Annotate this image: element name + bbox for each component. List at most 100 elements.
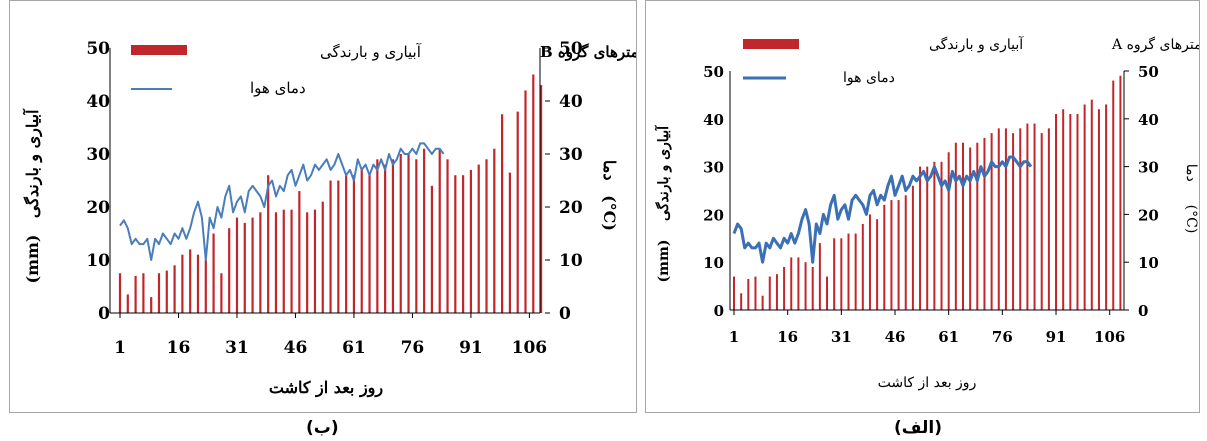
- y-tick-label-right: 50: [1138, 63, 1159, 81]
- bar: [337, 180, 340, 313]
- y-tick-label-left: 50: [86, 39, 110, 59]
- x-tick-label: 76: [401, 338, 425, 358]
- bar: [477, 164, 480, 313]
- bar: [790, 257, 793, 310]
- x-tick-label: 91: [459, 338, 483, 358]
- y-axis-label-right-text: دما: [600, 160, 619, 181]
- legend-bar-swatch: [131, 45, 187, 55]
- bar: [747, 278, 750, 310]
- bar: [251, 217, 254, 313]
- bar: [940, 161, 943, 310]
- y-tick-label-left: 10: [86, 251, 110, 271]
- bar: [438, 148, 441, 313]
- bar: [126, 294, 129, 313]
- bar: [1033, 123, 1036, 310]
- y-tick-label-left: 10: [703, 254, 724, 272]
- bar: [890, 200, 893, 310]
- bar: [1083, 104, 1086, 311]
- chart-title: لایسیمترهای گروه B: [540, 43, 636, 61]
- bar: [911, 185, 914, 310]
- bar: [933, 161, 936, 310]
- x-tick-label: 46: [885, 328, 906, 346]
- bar: [306, 212, 309, 313]
- x-tick-label: 16: [167, 338, 191, 358]
- bar: [384, 164, 387, 313]
- bar: [804, 262, 807, 310]
- y-tick-label-left: 30: [703, 159, 724, 177]
- bar: [118, 273, 122, 313]
- bar: [954, 142, 957, 310]
- bar: [976, 142, 979, 310]
- y-axis-label-right-unit: (°C): [1183, 205, 1199, 234]
- bar: [157, 273, 161, 313]
- bar: [1097, 109, 1100, 311]
- bar: [415, 159, 418, 313]
- bar: [516, 111, 519, 313]
- panel-caption-group-b: (ب): [306, 418, 339, 438]
- y-axis-label-left: آبیاری و بارندگی (mm): [21, 104, 43, 284]
- bar: [1019, 128, 1022, 310]
- bar: [212, 233, 215, 313]
- bar: [1069, 114, 1072, 311]
- temperature-line: [732, 155, 1033, 264]
- legend-line-label: دمای هوا: [843, 70, 895, 86]
- bar: [274, 212, 278, 313]
- y-tick-label-right: 0: [1138, 302, 1148, 320]
- bar: [990, 133, 993, 310]
- bar: [407, 154, 410, 313]
- bar: [259, 212, 262, 313]
- legend-line-label: دمای هوا: [250, 79, 306, 97]
- y-tick-labels-left: 0 10 20 30 40 50: [86, 39, 110, 324]
- bar: [833, 238, 836, 310]
- chart-title: لایسیمترهای گروه A: [1111, 36, 1199, 53]
- bar: [267, 175, 270, 313]
- bar: [926, 166, 929, 310]
- y-tick-label-left: 0: [714, 302, 724, 320]
- x-tick-label: 16: [777, 328, 798, 346]
- bar: [196, 254, 200, 313]
- bar: [740, 293, 743, 310]
- bar: [508, 172, 512, 313]
- y-axis-label-left-text: آبیاری و بارندگی: [654, 125, 672, 221]
- bar: [235, 217, 239, 313]
- bar: [290, 209, 293, 313]
- y-tick-label-left: 50: [703, 63, 724, 81]
- bar: [282, 209, 285, 313]
- y-tick-label-left: 0: [98, 304, 110, 324]
- bar: [1055, 114, 1058, 311]
- bar: [1112, 80, 1115, 310]
- y-tick-labels-right: 0 10 20 30 40 50: [1124, 63, 1159, 320]
- bar: [768, 276, 771, 310]
- x-axis-label: روز بعد از کاشت: [269, 378, 384, 398]
- bar-series-irrigation-rainfall: [733, 75, 1122, 311]
- chart-group-a: 0 10 20 30 40 50 0 10 20 30 40 50 1 16 31 46 61 76 91 106…: [654, 35, 1199, 391]
- chart-panel-group-a: 0 10 20 30 40 50 0 10 20 30 40 50 1 16 31 46 61 76 91 106…: [645, 0, 1200, 413]
- x-tick-label: 61: [342, 338, 366, 358]
- bar: [1012, 133, 1015, 310]
- bar: [345, 175, 348, 313]
- bar: [204, 260, 207, 313]
- bar: [1062, 109, 1065, 311]
- x-tick-label: 31: [831, 328, 852, 346]
- bar: [783, 266, 786, 310]
- bar: [1119, 75, 1122, 310]
- x-tick-labels: 1 16 31 46 61 76 91 106: [729, 310, 1125, 346]
- bar: [847, 233, 850, 310]
- bar: [840, 238, 843, 310]
- y-tick-label-right: 20: [1138, 206, 1159, 224]
- bar: [142, 273, 145, 313]
- bar: [376, 159, 379, 313]
- bar: [524, 90, 527, 314]
- bar: [462, 175, 465, 313]
- x-tick-labels: 1 16 31 46 61 76 91 106: [114, 313, 547, 358]
- bar: [876, 219, 879, 310]
- y-tick-label-right: 30: [1138, 159, 1159, 177]
- chart-group-b: 0 10 20 30 40 50 0 10 20 30 40 50 1 16 31 46 61 76 91 106…: [21, 39, 636, 398]
- bar-series-irrigation-rainfall: [118, 74, 543, 314]
- line-series-air-temperature: [119, 142, 445, 261]
- bar: [861, 223, 864, 310]
- bar: [904, 195, 907, 310]
- bar: [469, 169, 473, 313]
- bar: [220, 273, 223, 313]
- bar: [446, 159, 449, 313]
